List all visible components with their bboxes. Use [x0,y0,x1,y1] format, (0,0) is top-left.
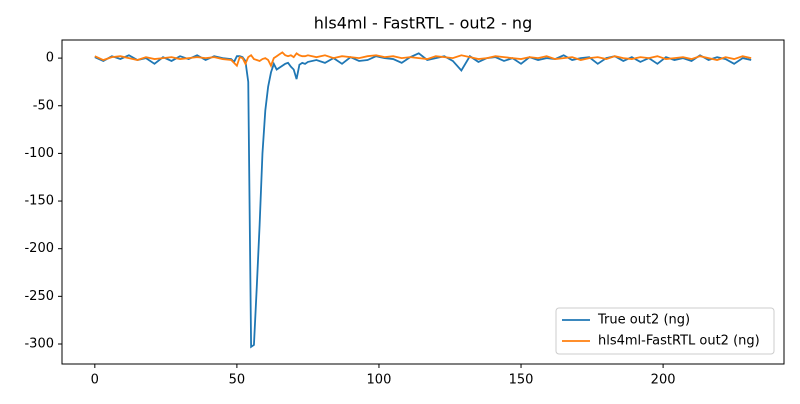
y-tick-label: -200 [24,241,54,256]
y-tick-label: -150 [24,194,54,209]
x-tick-label: 0 [91,373,99,388]
y-tick-label: -250 [24,289,54,304]
legend-label: hls4ml-FastRTL out2 (ng) [598,334,760,349]
legend-box [555,307,775,355]
x-tick-label: 50 [229,373,246,388]
y-tick-label: -100 [24,146,54,161]
y-tick-label: -50 [33,98,54,113]
y-tick-label: 0 [46,51,54,66]
legend-label: True out2 (ng) [597,313,690,328]
x-tick-label: 150 [509,373,534,388]
line-series [94,51,752,68]
chart-title: hls4ml - FastRTL - out2 - ng [314,14,532,33]
y-tick-label: -300 [24,336,54,351]
plot-frame [61,39,785,365]
x-tick-label: 200 [651,373,676,388]
line-series [94,52,752,349]
x-tick-label: 100 [367,373,392,388]
